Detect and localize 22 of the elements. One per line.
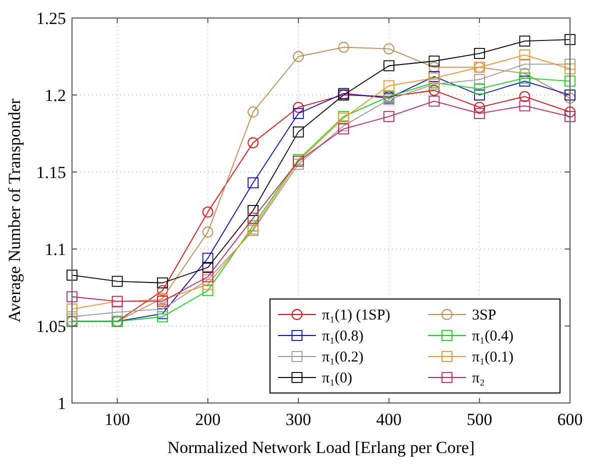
x-tick-label: 600	[557, 410, 583, 429]
legend-label: π₁(1) (1SP)	[322, 308, 390, 324]
y-tick-label: 1.25	[36, 9, 66, 28]
y-tick-label: 1.1	[44, 240, 66, 259]
legend-label: π₁(0.1)	[472, 350, 514, 366]
y-tick-label: 1.05	[36, 317, 66, 336]
legend-label: π₁(0.8)	[322, 328, 364, 344]
legend-label: π₁(0.4)	[472, 328, 514, 344]
y-axis-title: Average Number of Transponder	[5, 98, 24, 322]
legend-label: 3SP	[472, 308, 496, 324]
y-tick-label: 1	[58, 394, 66, 413]
x-tick-label: 200	[195, 410, 221, 429]
x-tick-label: 400	[376, 410, 402, 429]
x-tick-label: 100	[104, 410, 130, 429]
x-tick-label: 300	[286, 410, 312, 429]
x-tick-label: 500	[466, 410, 492, 429]
y-tick-label: 1.15	[36, 163, 66, 182]
legend-label: π₂	[472, 370, 485, 386]
x-axis-title: Normalized Network Load [Erlang per Core]	[167, 438, 475, 457]
legend-label: π₁(0.2)	[322, 350, 364, 366]
y-tick-label: 1.2	[44, 86, 66, 105]
legend-label: π₁(0)	[322, 370, 352, 386]
